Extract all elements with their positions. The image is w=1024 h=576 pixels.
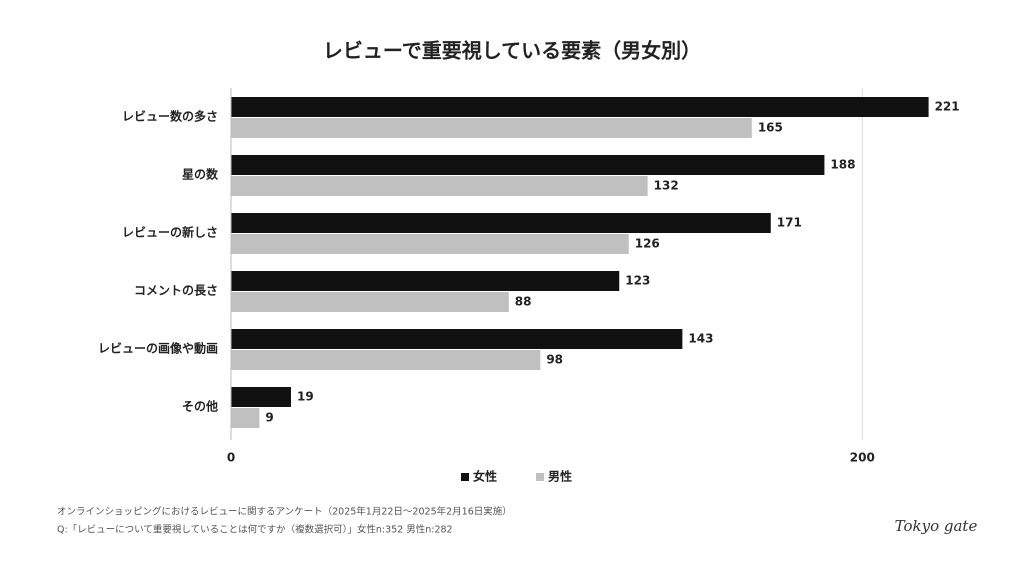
- question-note: Q:「レビューについて重要視していることは何ですか（複数選択可）」女性n:352…: [57, 524, 453, 536]
- legend-swatch: [536, 473, 544, 481]
- x-tick-label: 200: [850, 451, 875, 465]
- bar: [231, 329, 683, 349]
- bar: [231, 97, 929, 117]
- y-tick-label: コメントの長さ: [134, 283, 218, 298]
- bar: [231, 292, 509, 312]
- value-label: 123: [625, 274, 650, 288]
- y-tick-label: 星の数: [182, 167, 219, 182]
- chart-title: レビューで重要視している要素（男女別）: [323, 39, 701, 63]
- bar: [231, 213, 771, 233]
- bar: [231, 118, 752, 138]
- value-label: 88: [515, 295, 532, 309]
- legend-label: 男性: [548, 469, 572, 484]
- x-tick-label: 0: [227, 451, 235, 465]
- legend-swatch: [461, 473, 469, 481]
- y-tick-label: レビュー数の多さ: [122, 109, 218, 124]
- bar: [231, 350, 541, 370]
- y-tick-label: レビューの画像や動画: [98, 341, 218, 356]
- bar: [231, 234, 629, 254]
- brand-logo: Tokyo gate: [895, 517, 978, 535]
- value-label: 126: [635, 237, 660, 251]
- y-tick-label: その他: [182, 399, 218, 414]
- value-label: 143: [688, 332, 713, 346]
- legend-label: 女性: [473, 469, 497, 484]
- value-label: 188: [830, 158, 855, 172]
- bar: [231, 271, 620, 291]
- y-tick-label: レビューの新しさ: [122, 225, 218, 240]
- bar: [231, 176, 648, 196]
- bar: [231, 408, 260, 428]
- value-label: 165: [758, 121, 783, 135]
- bar: [231, 387, 291, 407]
- value-label: 98: [546, 353, 563, 367]
- bar: [231, 155, 825, 175]
- value-label: 132: [654, 179, 679, 193]
- value-label: 171: [777, 216, 802, 230]
- value-label: 221: [935, 100, 960, 114]
- value-label: 19: [297, 390, 314, 404]
- value-label: 9: [265, 411, 273, 425]
- source-note: オンラインショッピングにおけるレビューに関するアンケート（2025年1月22日〜…: [57, 506, 512, 518]
